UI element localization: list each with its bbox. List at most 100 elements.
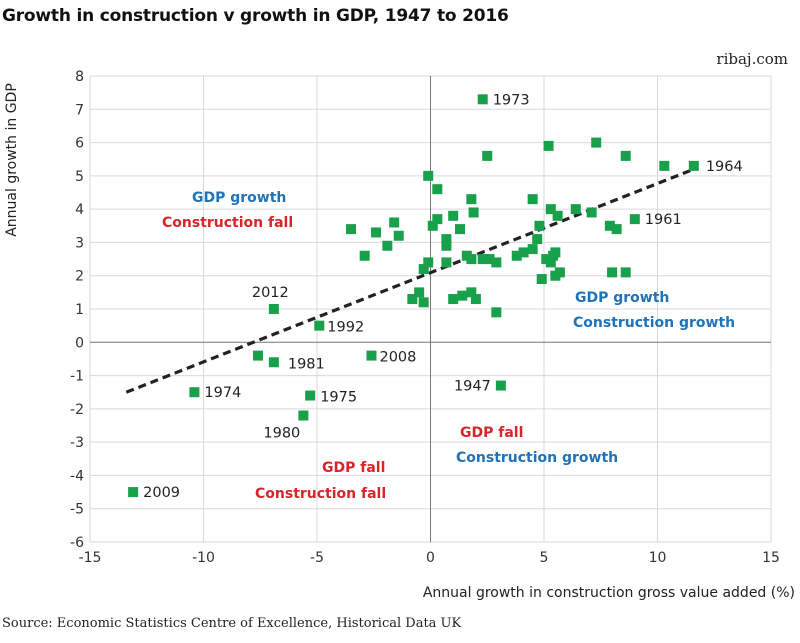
brand-label: ribaj.com — [716, 50, 788, 68]
data-point — [586, 207, 597, 218]
point-label: 2008 — [379, 350, 416, 366]
labeled-point-2012: 2012 — [252, 285, 289, 314]
y-tick-label: 4 — [75, 202, 84, 218]
x-tick-label: -5 — [310, 550, 324, 566]
y-tick-label: -2 — [70, 402, 84, 418]
data-point — [423, 170, 434, 181]
data-point — [466, 287, 477, 298]
data-point — [629, 214, 640, 225]
data-point — [604, 220, 615, 231]
annotation-bottom-left: GDP fall Construction fall — [255, 460, 386, 502]
data-point — [470, 294, 481, 305]
x-tick-label: -15 — [79, 550, 102, 566]
labeled-point-1964: 1964 — [688, 159, 743, 175]
x-tick-label: 5 — [540, 550, 549, 566]
annotation-top-right: GDP growth Construction growth — [573, 290, 735, 331]
labeled-point-1981: 1981 — [268, 356, 325, 372]
data-point — [518, 247, 529, 258]
data-point — [607, 267, 618, 278]
y-tick-label: -6 — [70, 535, 84, 551]
data-point — [441, 234, 452, 245]
data-point — [448, 294, 459, 305]
labeled-point-1980: 1980 — [263, 410, 309, 442]
data-point — [545, 204, 556, 215]
y-tick-label: 7 — [75, 102, 84, 118]
x-axis-label: Annual growth in construction gross valu… — [423, 585, 795, 601]
data-point — [554, 267, 565, 278]
data-point — [359, 250, 370, 261]
annotation-line: GDP growth — [575, 290, 669, 306]
data-point — [477, 94, 488, 105]
labeled-point-1974: 1974 — [189, 385, 241, 401]
labeled-point-1992: 1992 — [314, 320, 364, 336]
data-point — [455, 224, 466, 235]
data-point — [427, 220, 438, 231]
data-point — [466, 194, 477, 205]
annotation-line: Construction growth — [456, 450, 618, 466]
data-point — [482, 150, 493, 161]
y-tick-label: -3 — [70, 435, 84, 451]
data-point — [611, 224, 622, 235]
point-label: 1974 — [204, 385, 241, 401]
data-point — [527, 194, 538, 205]
data-point — [432, 214, 443, 225]
data-point — [659, 160, 670, 171]
data-point — [298, 410, 309, 421]
point-label: 1964 — [706, 159, 743, 175]
y-tick-label: 8 — [75, 69, 84, 85]
data-point — [570, 204, 581, 215]
annotation-line: GDP fall — [460, 425, 523, 441]
data-point — [620, 267, 631, 278]
data-point — [532, 234, 543, 245]
quadrant-annotations: GDP growth Construction fall GDP growth Con… — [162, 190, 735, 502]
y-tick-label: 2 — [75, 269, 84, 285]
data-point — [536, 274, 547, 285]
x-tick-label: 15 — [762, 550, 780, 566]
data-point — [543, 140, 554, 151]
data-point — [432, 184, 443, 195]
data-point — [457, 290, 468, 301]
data-point — [468, 207, 479, 218]
data-point — [466, 254, 477, 265]
data-point — [371, 227, 382, 238]
point-label: 1992 — [327, 320, 364, 336]
labeled-point-2008: 2008 — [366, 350, 416, 366]
point-label: 1975 — [320, 390, 357, 406]
data-point — [441, 240, 452, 251]
data-point — [552, 210, 563, 221]
data-point — [491, 257, 502, 268]
y-tick-label: 6 — [75, 136, 84, 152]
data-point — [305, 390, 316, 401]
y-tick-label: -5 — [70, 502, 84, 518]
data-point — [527, 244, 538, 255]
source-note: Source: Economic Statistics Centre of Ex… — [2, 616, 462, 631]
labeled-point-1947: 1947 — [454, 379, 506, 395]
data-point — [688, 160, 699, 171]
y-tick-label: 3 — [75, 235, 84, 251]
point-label: 1980 — [263, 426, 300, 442]
point-label: 1981 — [288, 356, 325, 372]
labeled-point-1973: 1973 — [477, 92, 530, 108]
data-point — [484, 254, 495, 265]
annotation-line: Construction growth — [573, 315, 735, 331]
data-point — [448, 210, 459, 221]
data-point — [407, 294, 418, 305]
annotation-line: GDP growth — [192, 190, 286, 206]
point-label: 1973 — [493, 92, 530, 108]
data-point — [418, 264, 429, 275]
data-points — [252, 137, 670, 361]
data-point — [418, 297, 429, 308]
y-tick-label: -4 — [70, 468, 84, 484]
data-point — [423, 257, 434, 268]
point-label: 1947 — [454, 379, 491, 395]
axes — [90, 76, 771, 542]
y-tick-label: 1 — [75, 302, 84, 318]
point-label: 1961 — [645, 212, 682, 228]
data-point — [268, 357, 279, 368]
data-point — [534, 220, 545, 231]
data-point — [346, 224, 357, 235]
data-point — [414, 287, 425, 298]
x-tick-label: 10 — [649, 550, 667, 566]
labeled-points: 1973 1964 1961 2012 1992 2008 1981 1974 1975 1980… — [128, 92, 743, 501]
